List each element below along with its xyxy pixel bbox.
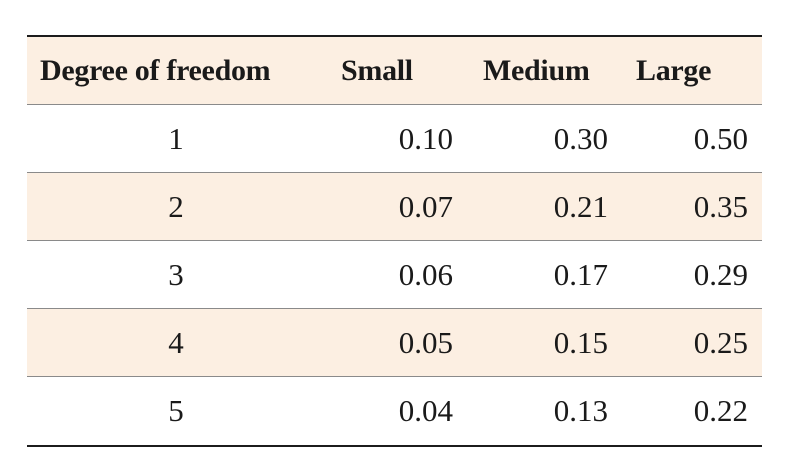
cell-df: 1 <box>168 120 184 156</box>
cell-large: 0.35 <box>693 188 748 224</box>
table-row: 3 0.06 0.17 0.29 <box>27 241 762 309</box>
table-row: 5 0.04 0.13 0.22 <box>27 377 762 445</box>
cell-small: 0.04 <box>398 393 453 428</box>
header-medium: Medium <box>483 53 590 87</box>
cell-df: 4 <box>168 324 184 360</box>
table-header-row: Degree of freedom Small Medium Large <box>27 37 762 105</box>
cell-medium: 0.30 <box>553 120 608 156</box>
header-degree-of-freedom: Degree of freedom <box>40 53 271 87</box>
cell-small: 0.05 <box>398 324 453 360</box>
cell-medium: 0.15 <box>553 324 608 360</box>
table-row: 1 0.10 0.30 0.50 <box>27 105 762 173</box>
cell-large: 0.25 <box>693 324 748 360</box>
table-row: 4 0.05 0.15 0.25 <box>27 309 762 377</box>
cell-large: 0.22 <box>693 393 748 428</box>
cell-df: 2 <box>168 188 184 224</box>
cell-medium: 0.13 <box>553 393 608 428</box>
cell-small: 0.10 <box>398 120 453 156</box>
effect-size-table: Degree of freedom Small Medium Large 1 0… <box>27 35 762 447</box>
cell-small: 0.06 <box>398 256 453 292</box>
cell-small: 0.07 <box>398 188 453 224</box>
cell-df: 3 <box>168 256 184 292</box>
cell-df: 5 <box>168 393 184 428</box>
cell-large: 0.50 <box>693 120 748 156</box>
cell-medium: 0.17 <box>553 256 608 292</box>
cell-large: 0.29 <box>693 256 748 292</box>
cell-medium: 0.21 <box>553 188 608 224</box>
header-small: Small <box>341 53 413 87</box>
header-large: Large <box>636 53 712 87</box>
table-row: 2 0.07 0.21 0.35 <box>27 173 762 241</box>
